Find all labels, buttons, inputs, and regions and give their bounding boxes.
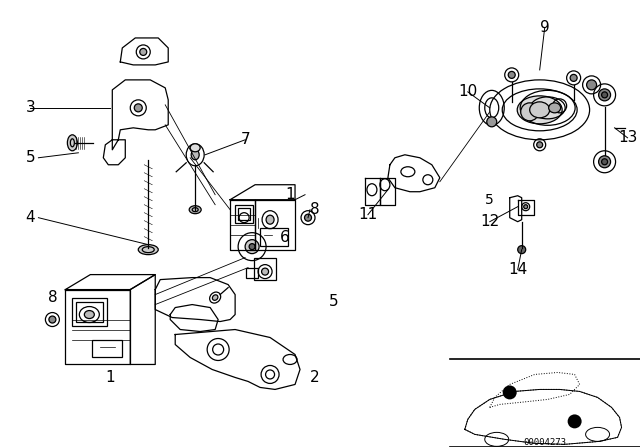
Text: 9: 9 <box>540 21 550 35</box>
Text: 6: 6 <box>280 230 290 245</box>
Text: 13: 13 <box>618 130 637 145</box>
Text: 2: 2 <box>310 370 320 385</box>
Ellipse shape <box>503 385 516 400</box>
Ellipse shape <box>602 92 607 98</box>
Ellipse shape <box>508 71 515 78</box>
Ellipse shape <box>191 150 199 160</box>
Ellipse shape <box>134 104 142 112</box>
Bar <box>260 228 288 246</box>
Bar <box>72 297 108 326</box>
Ellipse shape <box>305 214 312 221</box>
Text: 5: 5 <box>26 150 35 165</box>
Bar <box>238 208 250 220</box>
Ellipse shape <box>140 48 147 56</box>
Ellipse shape <box>602 159 607 165</box>
Text: 7: 7 <box>240 132 250 147</box>
Ellipse shape <box>249 244 255 250</box>
Ellipse shape <box>245 240 259 254</box>
Ellipse shape <box>138 245 158 254</box>
Ellipse shape <box>266 215 274 224</box>
Text: 10: 10 <box>458 84 477 99</box>
Text: 3: 3 <box>26 100 35 115</box>
Ellipse shape <box>518 246 525 254</box>
Ellipse shape <box>548 103 561 113</box>
Text: 5: 5 <box>485 193 494 207</box>
Ellipse shape <box>570 74 577 82</box>
Bar <box>254 258 276 280</box>
Ellipse shape <box>189 206 201 214</box>
Ellipse shape <box>49 316 56 323</box>
Ellipse shape <box>212 295 218 300</box>
Ellipse shape <box>587 80 596 90</box>
Bar <box>235 205 253 223</box>
Ellipse shape <box>84 310 94 319</box>
Text: 8: 8 <box>47 290 57 305</box>
Ellipse shape <box>190 144 200 152</box>
Bar <box>76 302 103 322</box>
Ellipse shape <box>530 102 550 118</box>
Ellipse shape <box>521 103 539 121</box>
Ellipse shape <box>598 156 611 168</box>
Bar <box>92 340 122 358</box>
Text: 11: 11 <box>358 207 378 222</box>
Text: 4: 4 <box>26 210 35 225</box>
Ellipse shape <box>598 89 611 101</box>
Text: 8: 8 <box>310 202 320 217</box>
Bar <box>246 267 258 278</box>
Ellipse shape <box>524 205 528 209</box>
Ellipse shape <box>568 414 582 428</box>
Text: 12: 12 <box>480 214 499 229</box>
Text: 5: 5 <box>329 294 339 309</box>
Ellipse shape <box>517 96 562 124</box>
Text: 14: 14 <box>508 262 527 277</box>
Ellipse shape <box>67 135 77 151</box>
Text: 1: 1 <box>106 370 115 385</box>
Ellipse shape <box>487 117 497 127</box>
Text: 00004273: 00004273 <box>523 438 566 447</box>
Ellipse shape <box>262 268 269 275</box>
Text: 1: 1 <box>285 187 295 202</box>
Ellipse shape <box>537 142 543 148</box>
